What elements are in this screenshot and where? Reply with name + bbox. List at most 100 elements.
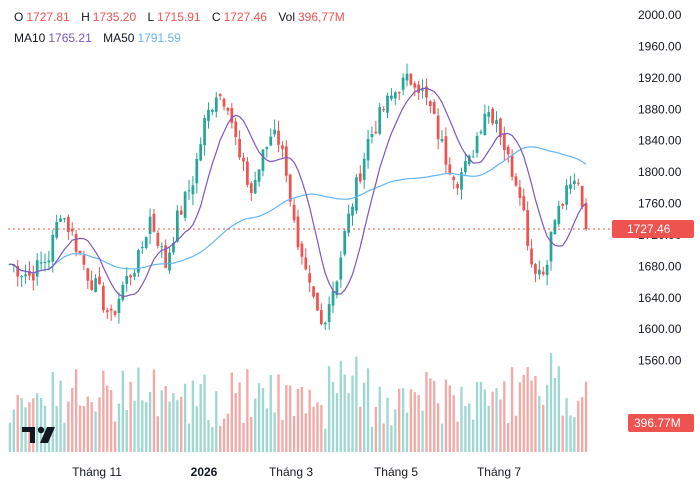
candle-body: [288, 174, 292, 202]
candle-body: [113, 311, 117, 315]
candle-body: [172, 242, 175, 253]
volume-bar: [160, 390, 163, 452]
candles: [8, 63, 588, 330]
volume-bar: [335, 393, 339, 452]
volume-bar: [448, 385, 451, 452]
y-tick-label: 1640.00: [638, 291, 682, 305]
volume-bar: [479, 381, 483, 452]
volume-bar: [94, 411, 97, 452]
candle-body: [269, 136, 273, 146]
volume-bar: [351, 375, 354, 452]
price-axis[interactable]: 2000.00 1960.00 1920.00 1880.00 1840.00 1800.…: [638, 8, 682, 368]
tradingview-logo-icon[interactable]: [22, 425, 58, 445]
candle-body: [148, 216, 152, 234]
candle-body: [175, 210, 179, 242]
candle-body: [526, 210, 530, 246]
candle-body: [319, 310, 323, 325]
candle-body: [428, 101, 432, 106]
candle-body: [47, 260, 51, 263]
candle-body: [82, 255, 86, 265]
candle-body: [584, 203, 588, 230]
x-tick-label: Tháng 5: [374, 465, 418, 479]
volume-bar: [254, 398, 257, 452]
candle-body: [129, 275, 132, 278]
volume-bar: [538, 395, 541, 452]
volume-bar: [32, 398, 35, 452]
candle-body: [382, 109, 385, 111]
volume-bar: [133, 400, 136, 452]
volume-bar: [417, 394, 420, 452]
volume-bar: [121, 370, 124, 452]
volume-bar: [289, 385, 292, 452]
volume-bar: [366, 368, 370, 452]
volume-bar: [148, 391, 152, 452]
y-tick-label: 1960.00: [638, 39, 682, 53]
volume-bars: [8, 353, 588, 452]
volume-bar: [176, 400, 179, 452]
candle-body: [160, 246, 164, 248]
candle-body: [191, 185, 195, 195]
candle-body: [183, 191, 187, 218]
candle-body: [327, 304, 331, 323]
volume-bar: [312, 406, 315, 452]
candle-body: [557, 205, 561, 224]
candle-body: [483, 113, 487, 136]
volume-bar: [156, 416, 160, 452]
volume-bar: [577, 400, 580, 452]
volume-bar: [514, 415, 518, 452]
volume-bar: [238, 382, 241, 452]
candle-body: [249, 183, 253, 193]
candle-body: [537, 269, 541, 275]
volume-bar: [59, 380, 62, 452]
volume-bar: [168, 401, 171, 452]
volume-bar: [324, 428, 327, 452]
volume-bar: [452, 395, 455, 452]
candle-body: [253, 180, 257, 194]
volume-bar: [483, 389, 487, 452]
y-tick-label: 1680.00: [638, 259, 682, 273]
candle-body: [339, 257, 343, 280]
candle-body: [541, 271, 545, 275]
candle-body: [573, 180, 576, 185]
candle-body: [296, 216, 300, 248]
volume-bar: [265, 408, 269, 452]
candle-body: [502, 133, 506, 151]
candle-body: [561, 203, 565, 206]
time-axis[interactable]: Tháng 11 2026 Tháng 3 Tháng 5 Tháng 7: [72, 465, 521, 479]
volume-bar: [475, 381, 479, 452]
candle-body: [351, 206, 354, 216]
candle-body: [242, 157, 245, 162]
volume-bar: [347, 393, 350, 452]
volume-bar: [394, 409, 397, 452]
candle-body: [35, 260, 39, 277]
candle-body: [464, 161, 467, 173]
candle-body: [304, 257, 308, 270]
candle-body: [436, 115, 440, 140]
candle-body: [28, 270, 31, 276]
volume-bar: [82, 405, 86, 452]
y-tick-label: 1800.00: [638, 165, 682, 179]
candle-body: [246, 161, 249, 185]
close-value: 1727.46: [223, 10, 267, 24]
volume-bar: [491, 391, 494, 452]
volume-bar: [86, 396, 89, 452]
candle-body: [343, 231, 347, 255]
volume-bar: [12, 409, 16, 452]
candle-body: [199, 144, 203, 161]
volume-bar: [499, 399, 502, 452]
volume-bar: [195, 406, 198, 452]
volume-bar: [382, 423, 385, 452]
candle-body: [440, 139, 444, 142]
volume-bar: [230, 372, 233, 452]
candle-body: [43, 261, 47, 264]
volume-bar: [425, 371, 428, 452]
volume-bar: [436, 403, 440, 452]
volume-bar: [390, 425, 393, 452]
volume-bar: [187, 423, 191, 452]
candle-body: [51, 234, 55, 262]
ma50-value: 1791.59: [137, 31, 181, 45]
volume-bar: [141, 400, 144, 452]
volume-bar: [433, 380, 436, 452]
volume-bar: [405, 412, 409, 452]
